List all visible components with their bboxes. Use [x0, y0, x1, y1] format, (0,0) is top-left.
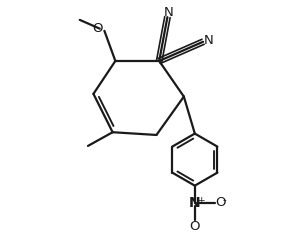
- Text: O: O: [92, 22, 103, 35]
- Text: O: O: [215, 196, 225, 209]
- Text: O: O: [189, 220, 200, 233]
- Text: N: N: [189, 196, 200, 211]
- Text: N: N: [204, 34, 214, 47]
- Text: +: +: [197, 196, 205, 205]
- Text: N: N: [164, 6, 174, 19]
- Text: -: -: [223, 195, 227, 205]
